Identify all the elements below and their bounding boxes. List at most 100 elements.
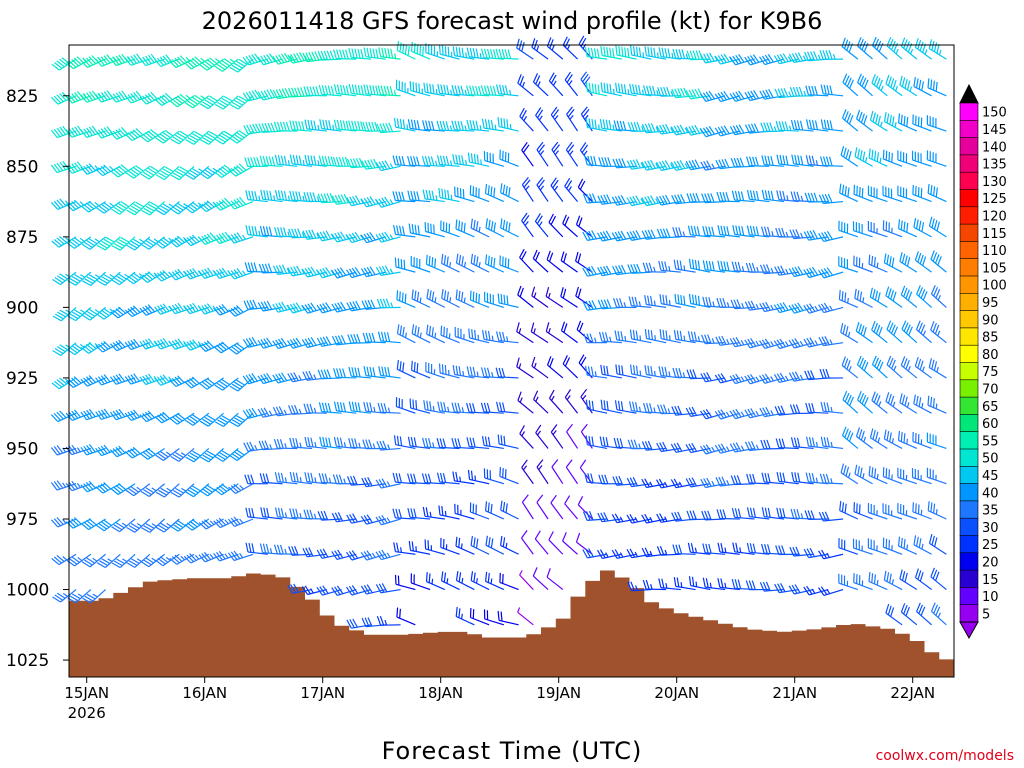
wind-barb xyxy=(897,503,918,520)
wind-barb xyxy=(346,550,372,561)
wind-barb xyxy=(185,165,210,180)
wind-barb xyxy=(272,337,298,350)
wind-barb xyxy=(629,329,652,344)
wind-barb xyxy=(820,119,844,132)
wind-barb xyxy=(51,235,77,248)
wind-barb xyxy=(140,447,165,460)
wind-barb xyxy=(455,253,475,273)
wind-barb xyxy=(466,47,490,60)
wind-barb xyxy=(644,294,667,308)
wind-barb xyxy=(790,437,814,450)
wind-barb xyxy=(331,549,357,560)
wind-barb xyxy=(126,201,151,216)
wind-barb xyxy=(899,393,918,414)
wind-barb xyxy=(838,573,859,591)
wind-barb xyxy=(360,514,386,525)
wind-barb xyxy=(485,501,505,520)
wind-barb xyxy=(614,330,637,344)
wind-barb xyxy=(930,602,947,626)
wind-barb xyxy=(170,483,195,498)
wind-barb xyxy=(852,221,873,238)
wind-barb xyxy=(393,224,416,238)
wind-barb xyxy=(407,507,431,520)
wind-barb xyxy=(536,141,549,167)
wind-barb xyxy=(732,224,755,238)
wind-barb xyxy=(659,294,681,308)
wind-barb xyxy=(396,324,416,344)
wind-barb xyxy=(521,212,534,238)
wind-barb xyxy=(229,377,254,392)
wind-barb xyxy=(776,154,799,167)
wind-barb xyxy=(562,36,578,60)
wind-barb xyxy=(548,531,564,555)
wind-barb xyxy=(700,372,726,383)
wind-barb xyxy=(871,391,888,414)
colorbar-label: 15 xyxy=(982,573,999,588)
wind-barb xyxy=(155,518,180,533)
wind-barb xyxy=(243,441,268,452)
wind-barb xyxy=(500,500,519,520)
wind-barb xyxy=(672,48,696,60)
wind-barb xyxy=(422,437,445,450)
wind-barb xyxy=(483,468,505,485)
wind-barb xyxy=(437,401,460,414)
wind-barb xyxy=(746,189,770,203)
wind-barb xyxy=(274,507,298,520)
wind-barb xyxy=(744,54,770,66)
wind-barb xyxy=(854,288,873,308)
wind-barb xyxy=(856,37,873,60)
wind-barb xyxy=(289,471,313,485)
wind-barb xyxy=(154,92,180,107)
wind-barb xyxy=(911,468,932,485)
wind-barb xyxy=(411,324,431,344)
wind-barb xyxy=(272,264,298,275)
wind-barb xyxy=(685,124,711,136)
colorbar-swatch xyxy=(959,448,979,467)
wind-barb xyxy=(714,409,741,420)
wind-barb xyxy=(565,459,579,485)
wind-barb xyxy=(883,429,903,449)
colorbar-label: 20 xyxy=(982,555,999,570)
wind-barb xyxy=(109,90,136,103)
wind-barb xyxy=(426,288,446,308)
wind-barb xyxy=(441,253,460,273)
wind-barb xyxy=(898,219,918,238)
wind-barb xyxy=(585,399,608,414)
wind-barb xyxy=(869,110,888,132)
wind-barb xyxy=(396,607,416,626)
wind-barb xyxy=(377,85,401,97)
wind-barb xyxy=(658,260,681,273)
wind-barb xyxy=(227,516,254,527)
wind-barb xyxy=(927,78,947,97)
wind-barb xyxy=(242,336,268,348)
wind-barb xyxy=(96,518,121,532)
wind-barb xyxy=(562,355,578,379)
wind-barb xyxy=(169,235,195,248)
wind-barb xyxy=(803,585,829,596)
wind-barb xyxy=(466,366,490,379)
wind-barb xyxy=(746,156,770,167)
wind-barb xyxy=(521,142,534,167)
wind-barb xyxy=(519,107,534,132)
wind-barb xyxy=(630,364,652,379)
y-tick-label: 1025 xyxy=(6,651,49,671)
wind-barb xyxy=(838,256,859,273)
y-tick-label: 900 xyxy=(6,298,38,318)
wind-barb xyxy=(485,535,505,555)
wind-barb xyxy=(331,301,357,313)
wind-barb xyxy=(548,213,564,238)
wind-barb xyxy=(454,503,475,520)
wind-barb xyxy=(109,339,136,352)
colorbar-label: 25 xyxy=(982,538,999,553)
y-tick-label: 975 xyxy=(6,510,38,530)
wind-barb xyxy=(585,117,608,132)
wind-barb xyxy=(517,391,534,414)
wind-barb xyxy=(776,507,799,520)
wind-barb xyxy=(818,511,844,522)
wind-barb xyxy=(871,320,888,344)
wind-barb xyxy=(468,328,490,344)
wind-barb xyxy=(441,288,460,308)
wind-barb xyxy=(228,163,254,177)
wind-barb xyxy=(317,369,342,380)
wind-barb xyxy=(139,304,165,316)
